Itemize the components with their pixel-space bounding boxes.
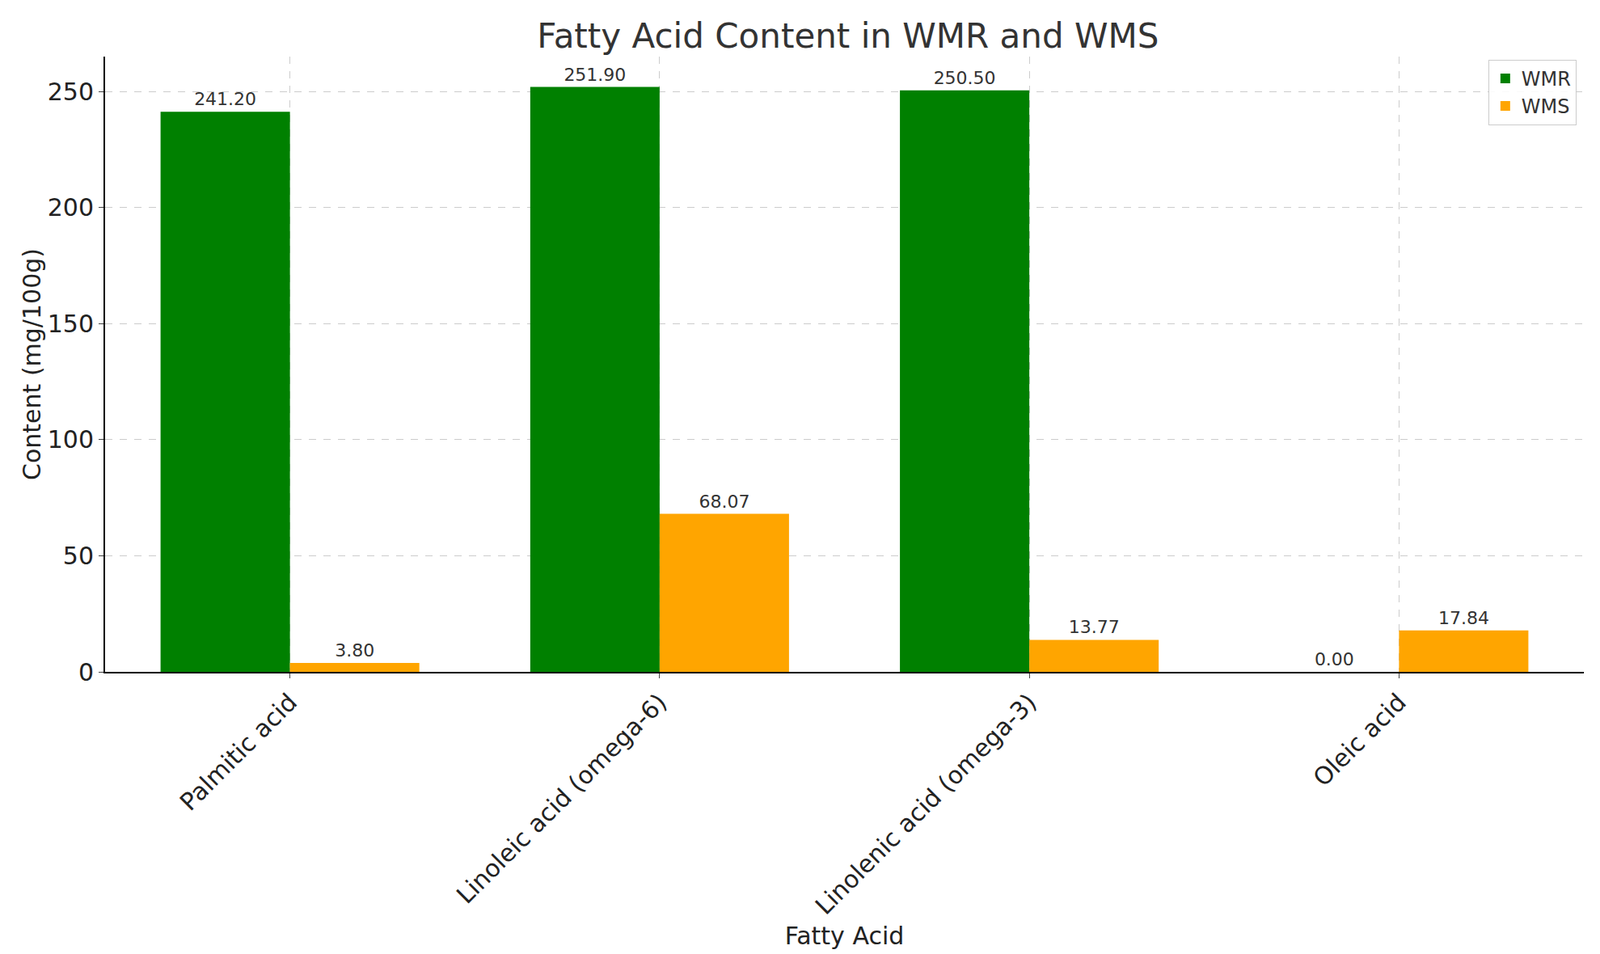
svg-text:13.77: 13.77 <box>1068 616 1120 638</box>
svg-text:50: 50 <box>63 541 94 570</box>
svg-text:WMR: WMR <box>1521 67 1571 91</box>
svg-text:0.00: 0.00 <box>1314 649 1355 670</box>
svg-text:68.07: 68.07 <box>698 491 750 512</box>
svg-text:17.84: 17.84 <box>1438 607 1490 629</box>
svg-text:251.90: 251.90 <box>563 64 626 85</box>
svg-text:WMS: WMS <box>1521 95 1571 119</box>
svg-text:Oleic acid: Oleic acid <box>1307 688 1412 793</box>
svg-text:Fatty Acid: Fatty Acid <box>785 921 905 950</box>
svg-text:200: 200 <box>47 193 94 222</box>
svg-text:100: 100 <box>47 425 94 454</box>
svg-text:241.20: 241.20 <box>194 88 257 110</box>
svg-text:150: 150 <box>47 309 94 338</box>
svg-text:Content (mg/100g): Content (mg/100g) <box>17 248 47 481</box>
svg-text:250.50: 250.50 <box>933 67 997 89</box>
svg-text:Linoleic acid (omega-6): Linoleic acid (omega-6) <box>451 688 673 910</box>
svg-text:3.80: 3.80 <box>334 640 375 661</box>
svg-text:Palmitic acid: Palmitic acid <box>174 688 304 817</box>
svg-text:0: 0 <box>78 658 94 687</box>
svg-text:Fatty Acid Content in WMR and: Fatty Acid Content in WMR and WMS <box>536 16 1159 56</box>
svg-text:Linolenic acid (omega-3): Linolenic acid (omega-3) <box>809 688 1042 921</box>
svg-text:250: 250 <box>47 77 94 106</box>
